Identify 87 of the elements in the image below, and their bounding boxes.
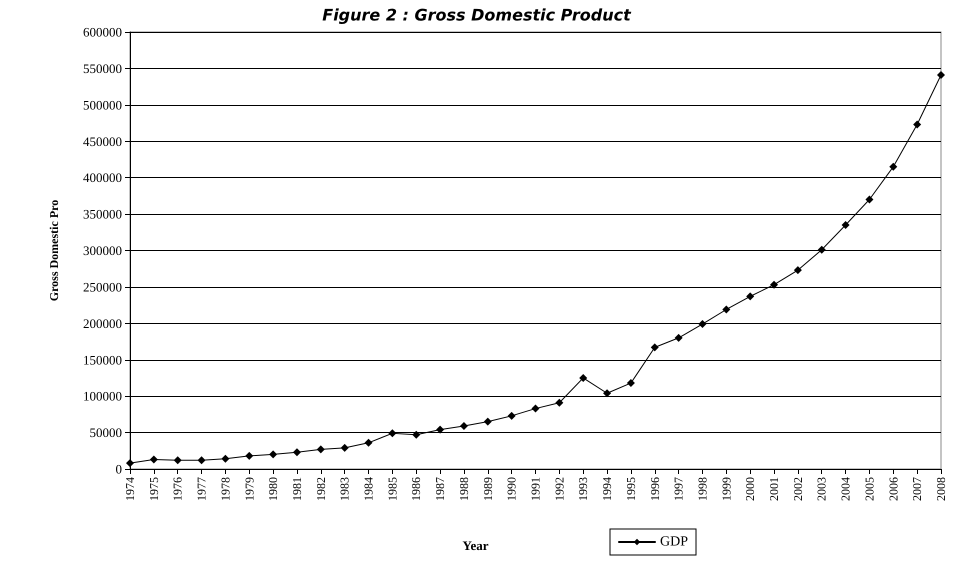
point	[603, 389, 612, 398]
point	[865, 196, 874, 204]
y-tick-label: 0	[116, 462, 122, 476]
x-tick-label: 1980	[266, 477, 280, 501]
x-tick-label: 1986	[409, 477, 424, 501]
x-axis-title: Year	[462, 538, 489, 553]
x-tick-label: 1991	[528, 477, 542, 501]
point	[674, 334, 683, 342]
point	[650, 343, 659, 352]
y-tick-label: 200000	[83, 316, 122, 331]
point	[292, 448, 301, 456]
x-tick-label: 2007	[910, 477, 924, 501]
point	[937, 70, 945, 79]
point	[150, 456, 158, 464]
point	[460, 422, 468, 430]
point	[698, 320, 706, 328]
x-tick-label: 1992	[552, 477, 566, 501]
point	[508, 412, 516, 420]
x-tick-label: 1977	[194, 477, 209, 501]
point	[842, 221, 850, 230]
x-tick-label: 1982	[314, 477, 328, 501]
point	[532, 404, 540, 413]
x-tick-label: 2005	[862, 477, 876, 501]
point	[436, 426, 444, 434]
point	[316, 445, 325, 454]
x-tick-label: 1996	[648, 477, 662, 501]
y-tick-label: 350000	[83, 206, 122, 222]
point	[818, 246, 826, 254]
x-tick-label: 2003	[814, 477, 829, 501]
x-tick-label: 1983	[338, 477, 352, 501]
y-tick-label: 50000	[90, 425, 122, 440]
point	[221, 454, 230, 463]
x-tick-label: 1987	[433, 477, 448, 501]
point	[198, 456, 206, 464]
y-tick-label: 150000	[83, 352, 122, 368]
x-tick-label: 2004	[838, 477, 853, 501]
x-tick-label: 1974	[123, 477, 137, 501]
y-tick-label: 250000	[83, 279, 122, 294]
point	[770, 280, 778, 289]
x-tick-label: 1995	[624, 477, 638, 501]
x-tick-label: 1988	[456, 477, 471, 501]
x-tick-label: 1997	[672, 477, 686, 501]
x-tick-label: 1990	[504, 477, 519, 501]
point	[388, 429, 396, 438]
point	[245, 452, 254, 460]
y-tick-label: 450000	[83, 134, 122, 149]
point	[626, 379, 635, 388]
point	[889, 162, 898, 171]
x-tick-label: 2000	[743, 477, 758, 501]
point	[722, 305, 730, 314]
x-tick-label: 1993	[576, 477, 590, 501]
legend-label: GDP	[660, 534, 688, 550]
y-axis-title: Gross Domestic Pro	[47, 200, 61, 302]
chart-title: Figure 2 : Gross Domestic Product	[322, 6, 632, 24]
x-tick-label: 2001	[767, 477, 782, 501]
x-tick-label: 2006	[886, 477, 900, 501]
point	[340, 444, 349, 452]
x-tick-label: 1984	[362, 477, 376, 501]
y-tick-label: 500000	[83, 97, 122, 112]
point	[746, 292, 754, 300]
x-tick-label: 2002	[790, 477, 805, 501]
x-tick-label: 2008	[934, 477, 948, 501]
y-tick-label: 300000	[83, 243, 122, 258]
x-tick-label: 1989	[480, 477, 495, 501]
x-tick-label: 1994	[600, 477, 614, 501]
x-tick-label: 1979	[242, 477, 256, 501]
point	[412, 430, 420, 439]
x-tick-label: 1981	[290, 477, 304, 501]
x-tick-label: 1978	[218, 477, 232, 501]
point	[913, 120, 922, 128]
point	[579, 374, 588, 382]
point	[794, 266, 802, 274]
y-tick-label: 550000	[83, 60, 122, 76]
x-tick-label: 1999	[719, 477, 734, 501]
point	[364, 438, 373, 447]
y-tick-label: 400000	[83, 170, 122, 186]
y-tick-label: 600000	[83, 24, 122, 40]
point	[174, 456, 182, 464]
x-tick-label: 1998	[695, 477, 710, 501]
point	[269, 450, 278, 458]
x-tick-label: 1976	[170, 477, 185, 501]
x-tick-label: 1985	[385, 477, 400, 501]
point	[484, 418, 492, 426]
point	[126, 459, 134, 468]
x-tick-label: 1975	[146, 477, 161, 501]
y-tick-label: 100000	[83, 388, 122, 404]
point	[555, 398, 564, 407]
